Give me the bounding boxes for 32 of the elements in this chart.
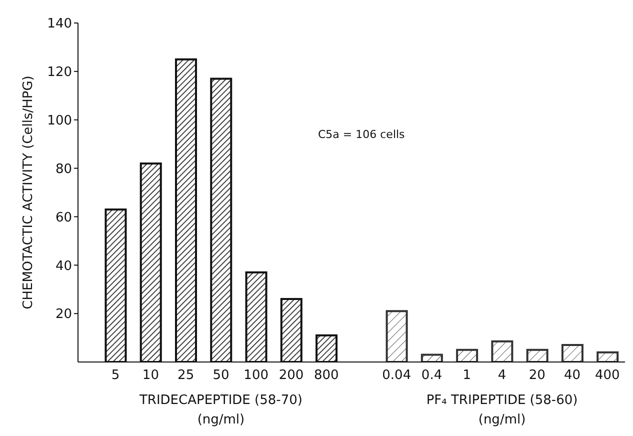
x-tick-label: 10 [142, 368, 159, 384]
x-tick-label: 400 [595, 368, 620, 384]
y-tick-label: 60 [55, 210, 72, 226]
x-tick-label: 40 [564, 368, 581, 384]
bar [561, 344, 584, 362]
bar [420, 354, 443, 362]
y-tick-label: 80 [55, 162, 72, 177]
y-tick-label: 140 [47, 16, 72, 32]
y-axis-title: CHEMOTACTIC ACTIVITY (Cells/HPG) [21, 76, 36, 310]
y-tick-label: 40 [55, 258, 72, 274]
y-tick-label: 20 [55, 307, 72, 322]
x-tick-label: 25 [178, 368, 194, 384]
x-tick-label: 100 [244, 368, 269, 384]
x-tick-label: 5 [111, 368, 120, 384]
x-tick-label: 1 [462, 368, 472, 384]
x-axis-title: TRIDECAPEPTIDE (58-70) (ng/ml) [138, 393, 302, 428]
bar [526, 348, 548, 362]
bar [491, 340, 514, 362]
x-tick-label: 0.04 [382, 368, 412, 384]
text: PF₄ TRIPEPTIDE (58-60) (ng/ml) [426, 393, 578, 428]
x-tick-label: 0.4 [421, 368, 442, 384]
bar [456, 348, 478, 362]
x-tick-label: 50 [212, 368, 230, 384]
bar [596, 351, 619, 362]
x-tick-label: 4 [498, 368, 506, 384]
y-tick-label: 100 [47, 113, 72, 128]
x-tick-label: 200 [278, 368, 304, 384]
bar [386, 310, 408, 362]
y-tick-label: 120 [47, 65, 72, 80]
annotation: C5a = 106 cells [318, 128, 406, 141]
x-tick-label: 20 [528, 368, 546, 384]
x-tick-label: 800 [314, 368, 339, 384]
